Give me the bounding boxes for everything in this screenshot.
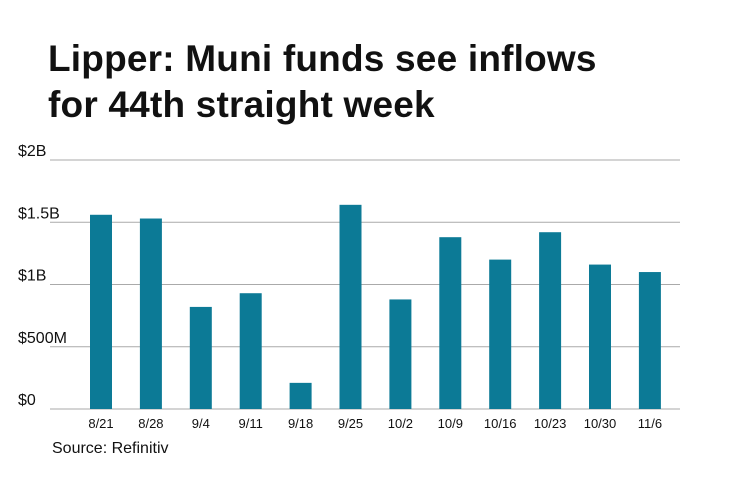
x-tick-label: 10/30 bbox=[584, 416, 617, 431]
bar bbox=[139, 218, 162, 409]
bar bbox=[638, 272, 661, 409]
x-tick-label: 9/25 bbox=[338, 416, 363, 431]
y-tick-label: $1B bbox=[18, 268, 46, 285]
x-tick-label: 9/18 bbox=[288, 416, 313, 431]
bar bbox=[189, 306, 212, 409]
chart-title-line1: Lipper: Muni funds see inflows bbox=[48, 38, 597, 79]
x-tick-label: 10/23 bbox=[534, 416, 567, 431]
y-tick-label: $0 bbox=[18, 392, 36, 409]
bar bbox=[539, 232, 562, 409]
x-tick-label: 11/6 bbox=[638, 416, 662, 431]
bar bbox=[289, 382, 312, 409]
x-tick-label: 9/11 bbox=[239, 416, 263, 431]
bar bbox=[90, 214, 112, 409]
y-tick-label: $500M bbox=[18, 330, 67, 347]
x-tick-label: 8/21 bbox=[88, 416, 113, 431]
source-note: Source: Refinitiv bbox=[52, 440, 169, 457]
bar bbox=[239, 293, 262, 409]
x-tick-label: 10/2 bbox=[388, 416, 413, 431]
bar bbox=[439, 237, 462, 409]
chart-title-line2: for 44th straight week bbox=[48, 84, 435, 125]
x-tick-label: 9/4 bbox=[192, 416, 210, 431]
chart-title: Lipper: Muni funds see inflows for 44th … bbox=[48, 36, 708, 128]
bar bbox=[389, 299, 412, 409]
bar bbox=[589, 264, 611, 409]
x-tick-label: 10/16 bbox=[484, 416, 517, 431]
y-tick-label: $1.5B bbox=[18, 205, 60, 222]
bar bbox=[339, 204, 362, 409]
y-tick-label: $2B bbox=[18, 143, 46, 160]
bar bbox=[489, 259, 512, 409]
x-tick-label: 10/9 bbox=[438, 416, 463, 431]
x-tick-label: 8/28 bbox=[138, 416, 163, 431]
